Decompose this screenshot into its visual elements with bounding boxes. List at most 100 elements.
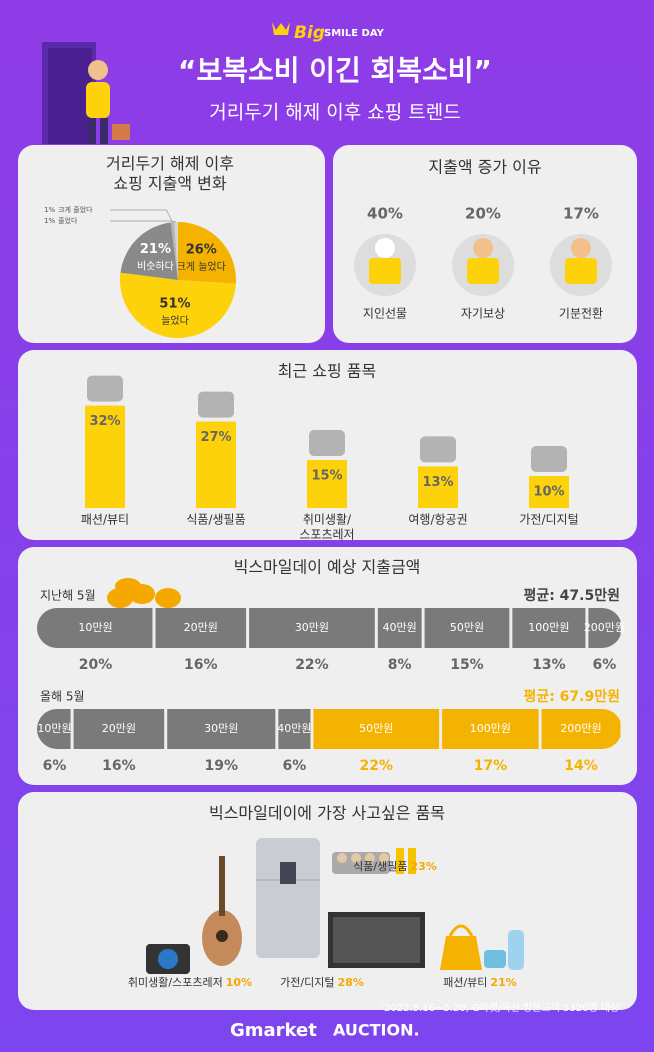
category-label: 식품/생필품	[186, 513, 245, 527]
subtitle: 거리두기 해제 이후 쇼핑 트렌드	[209, 102, 460, 124]
value-label: 15%	[450, 657, 484, 673]
icon	[565, 258, 597, 284]
source-note: '2022.5.16~5.20, G마켓/옥션 방문고객 5320명 대상'	[381, 1002, 622, 1014]
row	[37, 608, 621, 648]
logo-gmarket: Gmarket	[230, 1020, 317, 1041]
segment-label: 200만원	[584, 621, 625, 634]
slice-category-label: 줄었다	[58, 216, 78, 225]
leader-line	[110, 209, 173, 223]
segment-label: 40만원	[383, 621, 417, 634]
segment	[588, 608, 621, 648]
value-label: 15%	[311, 469, 342, 484]
item-label: 식품/생필품 23%	[353, 860, 437, 873]
slice-category-label: 크게 줄었다	[58, 205, 93, 214]
average-label: 평균: 67.9만원	[523, 688, 620, 705]
bar	[196, 421, 236, 508]
slice-value-label: 26%	[186, 243, 217, 258]
segment-label: 20만원	[184, 621, 218, 634]
card-title: 최근 쇼핑 품목	[278, 362, 377, 381]
brand-big: Big	[294, 23, 325, 43]
outer-label: 1% 줄었다	[44, 216, 78, 225]
category-label: 식품/생필품	[353, 860, 407, 873]
row	[37, 709, 621, 749]
value-label: 8%	[388, 657, 412, 673]
value-label: 19%	[205, 758, 239, 774]
segment-label: 100만원	[470, 722, 511, 735]
value-label: 6%	[43, 758, 67, 774]
pie-slice	[120, 272, 236, 338]
segment-label: 30만원	[295, 621, 329, 634]
value-label: 32%	[89, 414, 120, 429]
value-label: 17%	[474, 758, 508, 774]
value-label: 13%	[532, 657, 566, 673]
row-label: 올해 5월	[40, 690, 85, 704]
value-label: 21%	[490, 976, 516, 989]
pie-slice	[170, 222, 178, 280]
leader-line	[110, 220, 177, 223]
segment	[278, 709, 311, 749]
segment	[73, 709, 165, 749]
segment	[313, 709, 440, 749]
logo-auction: AUCTION.	[333, 1021, 420, 1040]
slice-value-label: 1%	[44, 206, 55, 214]
item-icon	[87, 375, 123, 402]
category-label: 가전/디지털	[280, 976, 334, 989]
category-label: 취미생활/스포츠레저	[299, 512, 354, 541]
coins-icon	[107, 578, 181, 608]
segment	[155, 608, 247, 648]
segment	[249, 608, 375, 648]
value-label: 22%	[295, 657, 329, 673]
segment	[541, 709, 621, 749]
slice-category-label: 비슷하다	[137, 259, 174, 272]
value-label: 22%	[360, 758, 394, 774]
icon	[571, 238, 591, 258]
segment	[167, 709, 276, 749]
value-label: 40%	[367, 205, 403, 223]
value-label: 16%	[102, 758, 136, 774]
card-title: 빅스마일데이 예상 지출금액	[234, 558, 421, 577]
value-label: 6%	[283, 758, 307, 774]
value-label: 23%	[410, 860, 436, 873]
item-label: 취미생활/스포츠레저 10%	[128, 975, 252, 989]
value-label: 13%	[422, 475, 453, 490]
segment	[37, 709, 71, 749]
category-label: 가전/디지털	[519, 513, 578, 527]
item-label: 가전/디지털 28%	[280, 976, 364, 989]
category-label: 기분전환	[559, 307, 603, 321]
door-illustration	[42, 42, 130, 144]
slice-value-label: 51%	[159, 296, 190, 311]
bar	[418, 466, 458, 508]
slice-category-label: 늘었다	[161, 315, 189, 327]
segment	[377, 608, 422, 648]
category-label: 여행/항공권	[408, 512, 467, 527]
value-label: 6%	[593, 657, 617, 673]
main-title: “보복소비 이긴 회복소비”	[178, 54, 492, 87]
row-label: 지난해 5월	[40, 589, 96, 603]
slice-category-label: 크게 늘었다	[177, 261, 226, 273]
value-label: 10%	[533, 485, 564, 500]
item-label: 패션/뷰티 21%	[443, 976, 517, 989]
item-icon	[309, 430, 345, 456]
bar	[529, 476, 569, 508]
value-label: 20%	[79, 657, 113, 673]
icon	[369, 258, 401, 284]
crown-icon	[272, 22, 290, 35]
pie-slice	[120, 222, 178, 280]
segment-label: 100만원	[528, 621, 569, 634]
item-icon	[420, 436, 456, 463]
slice-value-label: 21%	[140, 242, 171, 257]
segment-label: 50만원	[450, 621, 484, 634]
segment	[442, 709, 539, 749]
card-title: 지출액 증가 이유	[428, 158, 541, 177]
segment	[37, 608, 153, 648]
bar	[307, 460, 347, 508]
value-label: 28%	[337, 976, 363, 989]
segment-label: 10만원	[37, 722, 71, 735]
bar	[85, 405, 125, 508]
category-label: 자기보상	[461, 307, 505, 321]
segment-label: 10만원	[78, 621, 112, 634]
icon	[467, 258, 499, 284]
pie-slice	[178, 222, 236, 284]
